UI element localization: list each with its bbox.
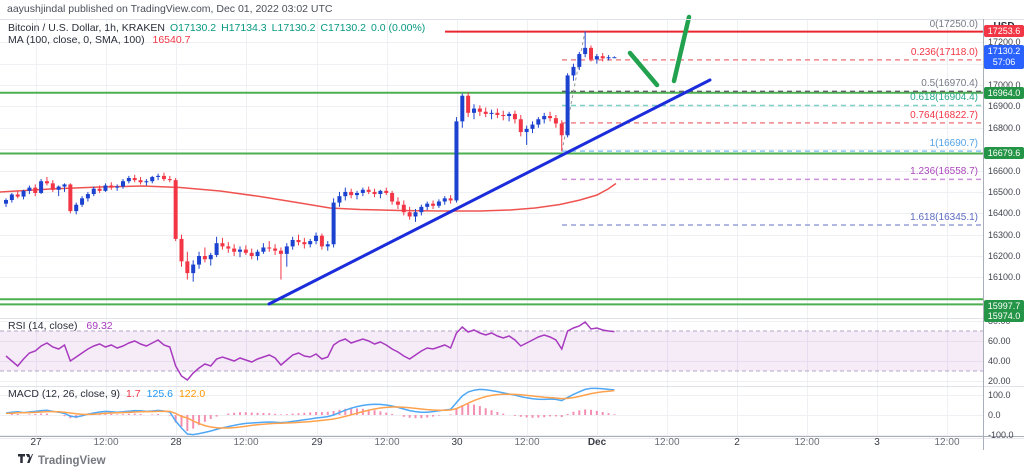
price-tick-label: 16800.0 [988,122,1021,133]
time-tick-label: 12:00 [794,437,820,448]
time-tick-label: Dec [587,437,607,448]
time-tick-label: 12:00 [934,437,960,448]
rsi-value: 69.32 [86,320,113,332]
price-tick-label: 16400.0 [988,208,1021,219]
attribution-text: aayushjindal published on TradingView.co… [7,3,333,15]
rsi-legend: RSI (14, close) 69.32 [8,320,113,332]
time-tick-label: 3 [874,437,880,448]
macd-value: 122.0 [178,388,206,400]
time-tick-label: 29 [311,437,323,448]
symbol-legend: Bitcoin / U.S. Dollar, 1h, KRAKEN O17130.… [8,22,425,34]
ma-value: 16540.7 [152,34,191,46]
ohlc-values: O17130.2 H17134.3 L17130.2 C17130.2 0.0 (0.0… [165,22,425,34]
macd-tick-label: 0.0 [988,410,1001,420]
macd-tick-label: -100.0 [988,430,1014,440]
time-tick-label: 12:00 [374,437,400,448]
price-tick-label: 16100.0 [988,272,1021,283]
price-tick-label: 17000.0 [988,80,1021,91]
price-tick-label: 16900.0 [988,101,1021,112]
footer: TradingView [0,450,1024,472]
ohlc-value: O17130.2 [169,22,217,34]
price-badge: 15997.7 [984,300,1024,312]
price-badge: 16964.0 [984,87,1024,99]
time-tick-label: 12:00 [514,437,540,448]
symbol-title: Bitcoin / U.S. Dollar, 1h, KRAKEN [8,22,165,34]
ohlc-value: C17130.2 [320,22,366,34]
ohlc-value: H17134.3 [221,22,267,34]
rsi-tick-label: 40.00 [988,356,1011,366]
rsi-label: RSI (14, close) [8,320,78,332]
time-tick-label: 12:00 [654,437,680,448]
macd-label: MACD (12, 26, close, 9) [8,388,121,400]
macd-value: 1.7 [126,388,141,400]
time-tick-label: 28 [170,437,182,448]
tradingview-logo[interactable]: TradingView [18,454,106,468]
price-badge: 16679.6 [984,147,1024,159]
time-tick-label: 12:00 [93,437,119,448]
price-badge: 17253.6 [984,25,1024,37]
time-tick-label: 2 [734,437,740,448]
time-axis[interactable]: 27 12:00 28 12:00 29 12:00 30 12:00 Dec 12:00 2 12:… [0,437,984,450]
ma-label: MA (100, close, 0, SMA, 100) [8,34,145,46]
ohlc-value: L17130.2 [271,22,316,34]
ma-legend: MA (100, close, 0, SMA, 100) 16540.7 [8,34,190,46]
time-tick-label: 12:00 [233,437,259,448]
price-badge: 17130.2 57:06 [984,45,1024,69]
time-tick-label: 30 [451,437,463,448]
rsi-tick-label: 20.00 [988,376,1011,386]
price-tick-label: 16500.0 [988,186,1021,197]
price-tick-label: 16600.0 [988,165,1021,176]
price-tick-label: 17200.0 [988,37,1021,48]
macd-value: 125.6 [146,388,173,400]
rsi-tick-label: 60.00 [988,336,1011,346]
macd-tick-label: 100.0 [988,390,1011,400]
badge-countdown: 57:06 [992,57,1016,67]
ohlc-value: 0.0 (0.00%) [371,22,426,34]
brand-text: TradingView [38,455,106,467]
price-badge: 15974.0 [984,310,1024,322]
tradingview-logo-icon [18,454,33,463]
price-axis[interactable]: USD 17200.017000.016900.016800.016600.01… [984,0,1024,472]
macd-legend: MACD (12, 26, close, 9) 1.7 125.6 122.0 [8,388,205,400]
macd-values: 1.7 125.6 122.0 [120,388,205,400]
price-tick-label: 16300.0 [988,229,1021,240]
price-tick-label: 16200.0 [988,251,1021,262]
time-tick-label: 27 [30,437,42,448]
